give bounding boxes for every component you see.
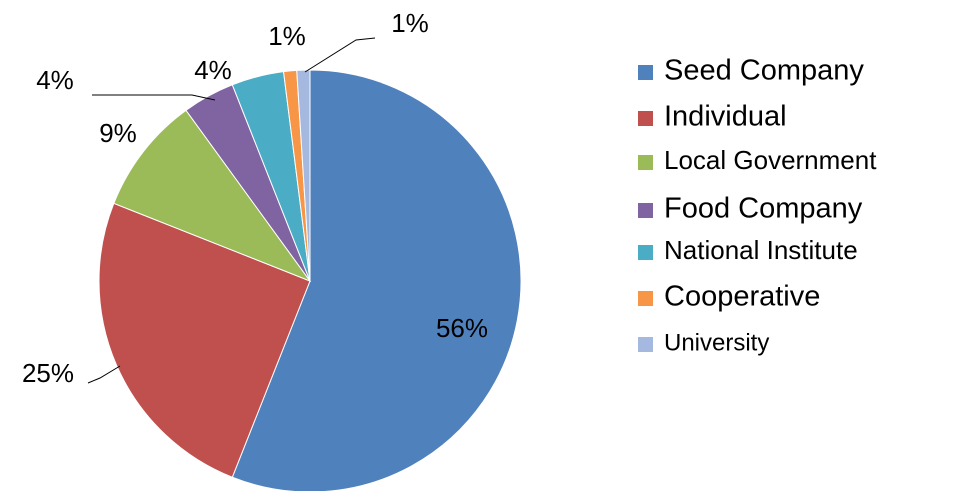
legend-label: Individual [664, 101, 787, 133]
leader-line [92, 94, 216, 101]
legend-label: Seed Company [664, 55, 864, 87]
data-label: 25% [22, 358, 74, 388]
legend-swatch [638, 203, 653, 218]
legend-swatch [638, 155, 653, 170]
data-label: 56% [436, 313, 488, 343]
legend-swatch [638, 111, 653, 126]
legend-label: Food Company [664, 193, 863, 225]
pie-slice [98, 202, 311, 478]
pie-slice [296, 69, 311, 282]
data-label: 1% [268, 21, 306, 51]
legend-swatch [638, 291, 653, 306]
legend-label: University [664, 329, 769, 356]
leader-line [304, 37, 376, 73]
legend-swatch [638, 245, 653, 260]
legend-label: National Institute [664, 235, 858, 265]
data-label: 4% [36, 65, 74, 95]
data-label: 4% [194, 55, 232, 85]
leader-line [87, 365, 121, 384]
legend-swatch [638, 337, 653, 352]
pie-slice [113, 109, 312, 283]
legend-swatch [638, 65, 653, 80]
pie-slice [231, 69, 522, 491]
data-label: 9% [99, 118, 137, 148]
data-label: 1% [391, 8, 429, 38]
legend-label: Local Government [664, 145, 877, 175]
legend-label: Cooperative [664, 281, 820, 313]
